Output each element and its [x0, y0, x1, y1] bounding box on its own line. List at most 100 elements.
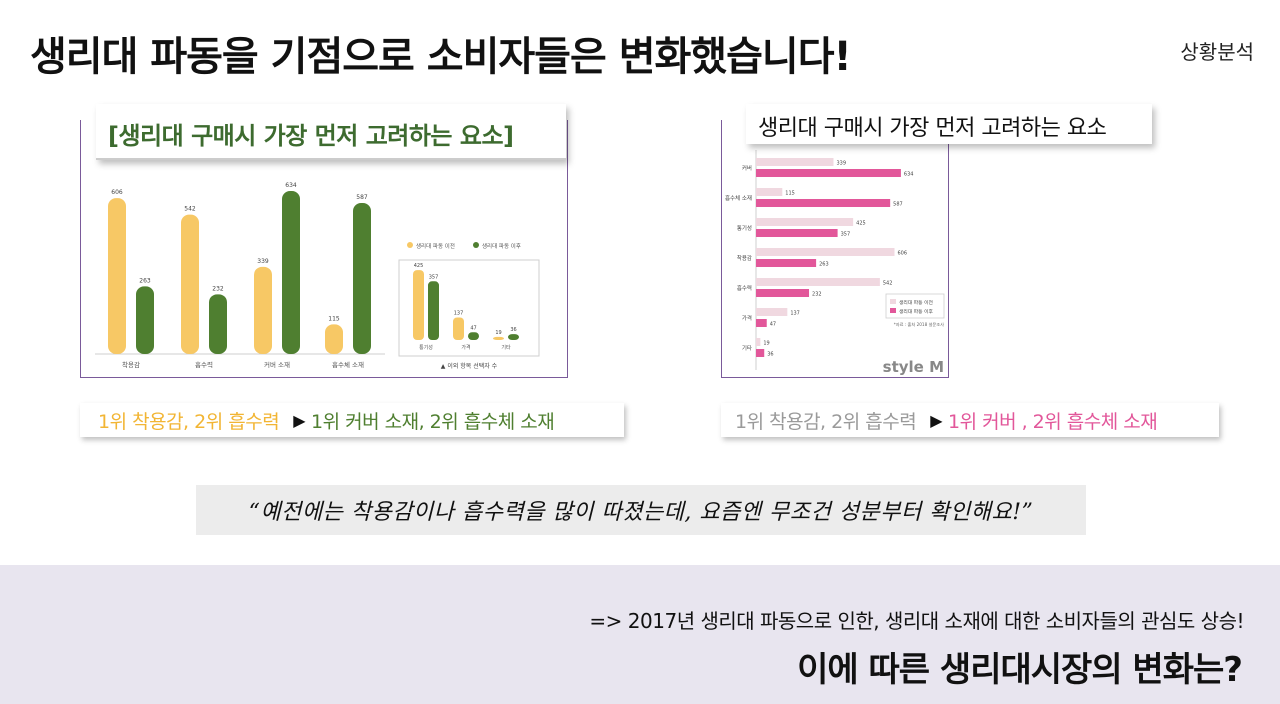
left-bar-label-1-0: 542 [184, 206, 196, 213]
left-bar-1-0 [181, 214, 199, 354]
right-bar-label-2-0: 425 [856, 221, 866, 227]
right-chart-title: 생리대 구매시 가장 먼저 고려하는 요소 [758, 116, 1107, 141]
left-category-label-1: 흡수력 [195, 360, 213, 369]
right-summary-strip: 1위 착용감, 2위 흡수력 ▶ 1위 커버 , 2위 흡수체 소재 [721, 403, 1219, 437]
left-summary-after: 1위 커버 소재, 2위 흡수체 소재 [311, 410, 555, 433]
left-summary-strip: 1위 착용감, 2위 흡수력 ▶ 1위 커버 소재, 2위 흡수체 소재 [80, 403, 624, 437]
right-bar-4-1 [756, 289, 810, 297]
left-inset-bar-label-0-0: 425 [414, 263, 424, 269]
right-bar-6-0 [756, 338, 761, 346]
left-bar-label-3-0: 115 [328, 315, 340, 322]
right-bar-label-4-1: 232 [812, 292, 822, 298]
left-chart-title: [생리대 구매시 가장 먼저 고려하는 요소] [108, 122, 514, 150]
right-bar-label-0-0: 339 [836, 161, 846, 167]
right-bar-label-3-0: 606 [898, 251, 908, 257]
right-bar-5-0 [756, 308, 788, 316]
bottom-band [0, 565, 1280, 704]
left-inset-bar-label-1-1: 47 [470, 325, 476, 331]
right-summary-before: 1위 착용감, 2위 흡수력 [735, 410, 917, 433]
right-bar-label-6-1: 36 [767, 352, 773, 358]
left-inset-category-label-2: 기타 [501, 344, 511, 351]
right-category-label-6: 기타 [742, 344, 752, 352]
left-bar-2-1 [282, 190, 300, 354]
right-bar-label-0-1: 634 [904, 172, 914, 178]
left-summary-before: 1위 착용감, 2위 흡수력 [98, 410, 280, 433]
right-summary-after: 1위 커버 , 2위 흡수체 소재 [948, 410, 1158, 433]
right-legend-frame [885, 293, 945, 319]
right-category-label-5: 가격 [742, 314, 752, 322]
right-category-label-2: 통기성 [737, 224, 752, 232]
left-chart-title-box: [생리대 구매시 가장 먼저 고려하는 요소] [96, 104, 566, 160]
left-legend-label-before: 생리대 파동 이전 [416, 242, 455, 250]
right-bar-label-6-0: 19 [763, 341, 769, 347]
left-inset-caption: ▲ 이외 항목 선택자 수 [441, 362, 498, 370]
left-bar-label-2-1: 634 [285, 182, 297, 189]
right-bar-0-1 [756, 169, 901, 177]
left-bar-chart: 606 263 착용감 542 232 흡수력 339 634 커버 소재 115 587 흡수체 소… [95, 182, 540, 370]
left-legend-swatch-after [473, 242, 479, 248]
right-bar-6-1 [756, 349, 765, 357]
left-legend-label-after: 생리대 파동 이후 [482, 242, 521, 250]
left-bar-3-1 [353, 203, 371, 354]
left-bar-2-0 [254, 266, 272, 354]
consumer-quote: “예전에는 착용감이나 흡수력을 많이 따졌는데, 요즘엔 무조건 성분부터 확… [196, 485, 1086, 535]
right-bar-2-1 [756, 229, 838, 237]
right-bar-label-2-1: 357 [841, 232, 851, 238]
right-category-label-4: 흡수력 [737, 284, 752, 292]
left-bar-0-0 [108, 198, 126, 354]
right-bar-chart: 339 634 커버 115 587 흡수체 소재 425 357 통기성 606 263 착용감 54… [725, 150, 945, 376]
left-bar-label-0-1: 263 [139, 277, 151, 284]
right-legend-label-before: 생리대 파동 이전 [899, 299, 933, 306]
left-legend-swatch-before [407, 242, 413, 248]
left-bar-0-1 [136, 286, 154, 354]
left-bar-label-1-1: 232 [212, 285, 224, 292]
left-category-label-3: 흡수체 소재 [332, 360, 364, 369]
right-bar-1-0 [756, 188, 783, 196]
right-bar-1-1 [756, 199, 891, 207]
right-legend-swatch-after [890, 308, 896, 313]
right-bar-3-1 [756, 259, 817, 267]
right-legend-label-after: 생리대 파동 이후 [899, 308, 934, 315]
left-category-label-2: 커버 소재 [264, 360, 290, 369]
left-bar-1-1 [209, 294, 227, 354]
right-chart-title-box: 생리대 구매시 가장 먼저 고려하는 요소 [746, 104, 1152, 144]
left-inset-bar-1-0 [453, 317, 464, 340]
left-chart-card: 606 263 착용감 542 232 흡수력 339 634 커버 소재 115 587 흡수체 소… [80, 120, 568, 378]
conclusion-note: => 2017년 생리대 파동으로 인한, 생리대 소재에 대한 소비자들의 관… [589, 609, 1244, 633]
left-inset-bar-0-0 [413, 270, 424, 340]
left-bar-label-2-0: 339 [257, 258, 269, 265]
left-inset-bar-label-2-1: 36 [510, 327, 516, 333]
right-category-label-1: 흡수체 소재 [725, 194, 752, 202]
left-inset-bar-label-0-1: 357 [429, 274, 439, 280]
right-bar-4-0 [756, 278, 880, 286]
left-inset-bar-1-1 [468, 332, 479, 340]
right-category-label-3: 착용감 [737, 254, 752, 262]
left-summary-arrow-icon: ▶ [293, 410, 305, 430]
page-headline: 생리대 파동을 기점으로 소비자들은 변화했습니다! [30, 34, 852, 80]
right-bar-0-0 [756, 158, 834, 166]
right-category-label-0: 커버 [742, 164, 752, 172]
right-bar-2-0 [756, 218, 854, 226]
right-summary-arrow-icon: ▶ [930, 410, 942, 430]
left-inset-category-label-0: 통기성 [419, 344, 433, 351]
right-bar-label-1-1: 587 [893, 202, 903, 208]
left-inset-bar-label-1-0: 137 [454, 310, 464, 316]
left-bar-label-0-0: 606 [111, 189, 123, 196]
right-bar-label-4-0: 542 [883, 281, 893, 287]
right-bar-label-3-1: 263 [819, 262, 829, 268]
right-legend-swatch-before [890, 299, 896, 304]
left-inset-bar-2-0 [493, 336, 504, 340]
right-chart-card: 339 634 커버 115 587 흡수체 소재 425 357 통기성 606 263 착용감 54… [721, 120, 949, 378]
left-inset-category-label-1: 가격 [461, 344, 470, 351]
right-chart-brand-logo: style M [883, 358, 944, 376]
left-inset-bar-label-2-0: 19 [495, 330, 501, 336]
right-bar-label-5-0: 137 [790, 311, 800, 317]
section-tag: 상황분석 [1180, 40, 1254, 64]
left-inset-bar-2-1 [508, 334, 519, 340]
left-bar-3-0 [325, 324, 343, 354]
left-bar-label-3-1: 587 [356, 194, 368, 201]
right-bar-label-1-0: 115 [785, 191, 795, 197]
left-inset-bar-0-1 [428, 281, 439, 340]
right-bar-5-1 [756, 319, 767, 327]
conclusion-question: 이에 따른 생리대시장의 변화는? [797, 650, 1243, 690]
